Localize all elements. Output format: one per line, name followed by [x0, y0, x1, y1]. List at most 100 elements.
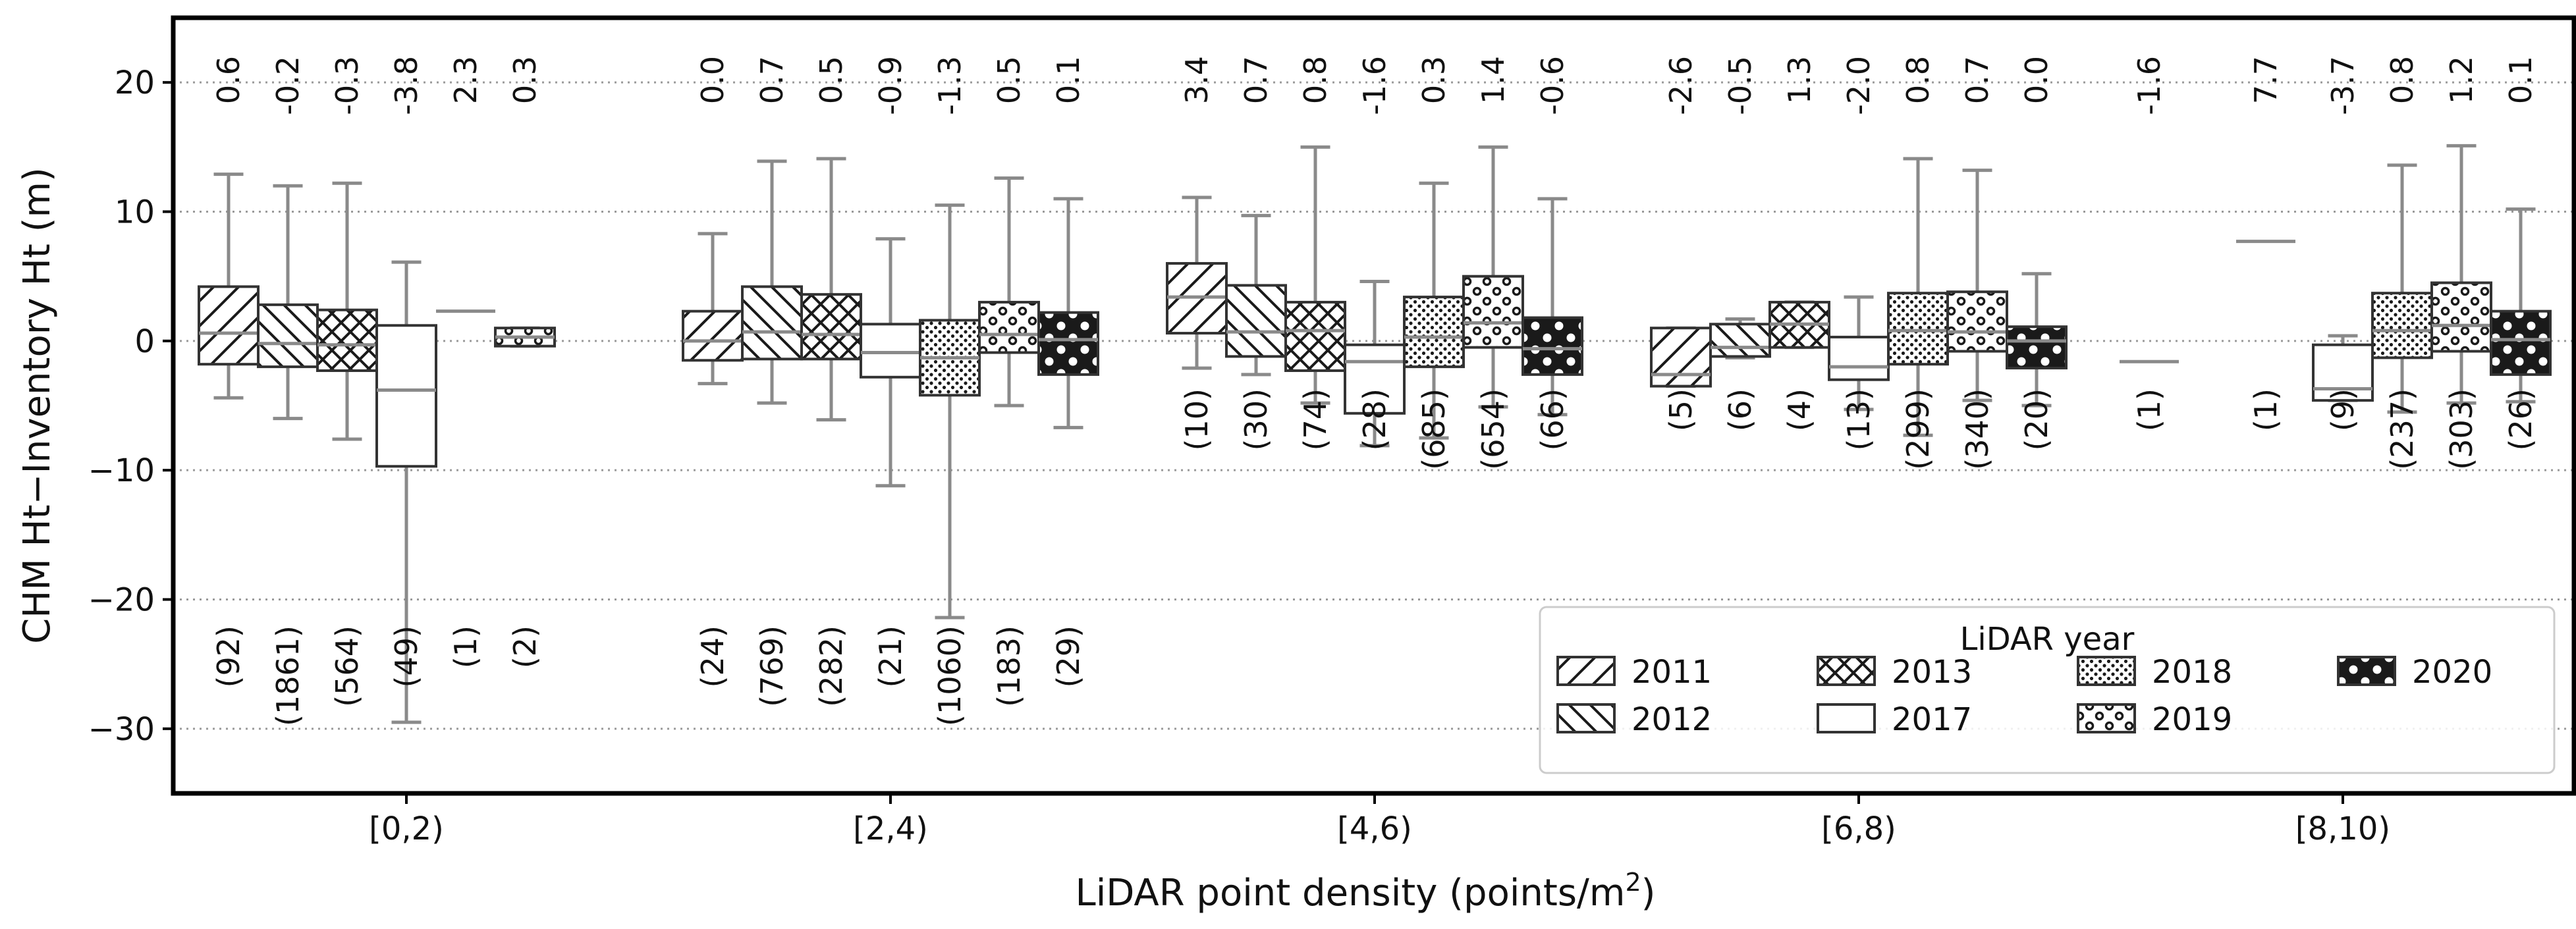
box: [2490, 309, 2552, 376]
legend-label: 2018: [2152, 654, 2232, 691]
mean-label: 0.5: [991, 56, 1027, 104]
box-bg: [1345, 344, 1404, 413]
box: [2006, 325, 2068, 370]
legend-swatch-bg: [1818, 704, 1875, 732]
count-label: (564): [329, 625, 365, 707]
mean-label: 1.3: [1782, 56, 1817, 104]
mean-label: 0.0: [695, 56, 730, 104]
legend-swatch: [1817, 703, 1876, 733]
count-label: (1): [448, 625, 483, 668]
y-tick-label: −20: [88, 582, 155, 619]
box: [1462, 275, 1524, 349]
count-label: (66): [1535, 388, 1570, 450]
count-label: (6): [1722, 388, 1758, 431]
mean-label: 0.7: [1238, 56, 1274, 104]
mean-label: -2.6: [1663, 56, 1699, 115]
box: [1521, 316, 1583, 376]
box: [2430, 281, 2492, 353]
legend-label: 2012: [1631, 701, 1712, 738]
mean-label: 0.8: [1298, 56, 1333, 104]
mean-label: 0.3: [507, 56, 543, 104]
count-label: (1060): [932, 625, 968, 726]
legend-label: 2011: [1631, 654, 1712, 691]
y-tick-label: −30: [88, 711, 155, 748]
count-label: (9): [2325, 388, 2361, 431]
mean-label: 7.7: [2248, 56, 2284, 104]
x-tick-label: [8,10): [2295, 810, 2390, 847]
count-label: (183): [991, 625, 1027, 707]
y-tick-label: 20: [115, 65, 155, 101]
y-tick-label: 10: [115, 194, 155, 231]
count-label: (769): [754, 625, 790, 707]
mean-label: -1.6: [1357, 56, 1392, 115]
count-label: (28): [1357, 388, 1392, 450]
box: [682, 309, 744, 362]
mean-label: 1.4: [1475, 56, 1511, 104]
y-axis-label: CHM Ht−Inventory Ht (m): [16, 167, 59, 644]
box: [1887, 292, 1949, 366]
box: [1344, 343, 1406, 415]
mean-label: 0.7: [754, 56, 790, 104]
box: [1946, 290, 2008, 353]
mean-label: 1.2: [2444, 56, 2479, 104]
mean-label: 0.8: [2384, 56, 2420, 104]
count-label: (299): [1900, 388, 1936, 470]
box-bg: [861, 324, 920, 377]
x-tick-label: [4,6): [1337, 810, 1412, 847]
box: [2312, 343, 2374, 402]
count-label: (49): [389, 625, 424, 687]
box: [1225, 284, 1287, 358]
legend-label: 2019: [2152, 701, 2232, 738]
legend-label: 2013: [1892, 654, 1972, 691]
mean-label: 0.0: [2019, 56, 2054, 104]
count-label: (340): [1959, 388, 1995, 470]
legend-swatch: [1556, 656, 1616, 686]
mean-label: -3.7: [2325, 56, 2361, 115]
mean-label: 2.3: [448, 56, 483, 104]
box: [1650, 327, 1712, 388]
mean-label: 0.6: [211, 56, 246, 104]
legend-swatch: [2077, 703, 2136, 733]
legend-frame: [1539, 606, 2556, 774]
count-label: (29): [1051, 625, 1086, 687]
count-label: (282): [813, 625, 849, 707]
legend-swatch: [1556, 703, 1616, 733]
x-axis-label-superscript: 2: [1625, 868, 1641, 897]
x-axis: [0,2) [2,4) [4,6) [6,8) [8,10): [369, 793, 2390, 847]
box: [375, 324, 437, 468]
mean-label: -0.2: [270, 56, 306, 115]
box: [198, 285, 260, 366]
mean-label: 0.3: [1416, 56, 1452, 104]
y-tick-label: 0: [134, 323, 155, 360]
x-axis-label: LiDAR point density (points/m2): [1076, 868, 1656, 915]
count-label: (26): [2503, 388, 2538, 450]
mean-label: -3.8: [389, 56, 424, 115]
box: [741, 285, 803, 361]
legend-title: LiDAR year: [1960, 621, 2135, 658]
count-label: (10): [1179, 388, 1215, 450]
y-tick-label: −10: [88, 452, 155, 489]
x-tick-label: [2,4): [853, 810, 928, 847]
mean-label: -0.6: [1535, 56, 1570, 115]
legend-swatch: [1817, 656, 1876, 686]
count-label: (20): [2019, 388, 2054, 450]
count-label: (5): [1663, 388, 1699, 431]
mean-label: -0.9: [873, 56, 908, 115]
annotations: 0.6 (92) 0.0 (24) 3.4 (10) -2.6 (5) -0.2 (1861) 0.…: [211, 56, 2538, 726]
mean-label: -1.3: [932, 56, 968, 115]
mean-label: 0.1: [2503, 56, 2538, 104]
mean-label: 3.4: [1179, 56, 1215, 104]
y-axis: 20 10 0 −10 −20 −30: [88, 65, 173, 748]
mean-label: 0.7: [1959, 56, 1995, 104]
mean-label: -0.3: [329, 56, 365, 115]
mean-label: -1.6: [2131, 56, 2167, 115]
count-label: (21): [873, 625, 908, 687]
mean-label: 0.1: [1051, 56, 1086, 104]
count-label: (74): [1298, 388, 1333, 450]
count-label: (1): [2131, 388, 2167, 431]
legend-label: 2017: [1892, 701, 1972, 738]
count-label: (685): [1416, 388, 1452, 470]
count-label: (4): [1782, 388, 1817, 431]
count-label: (92): [211, 625, 246, 687]
